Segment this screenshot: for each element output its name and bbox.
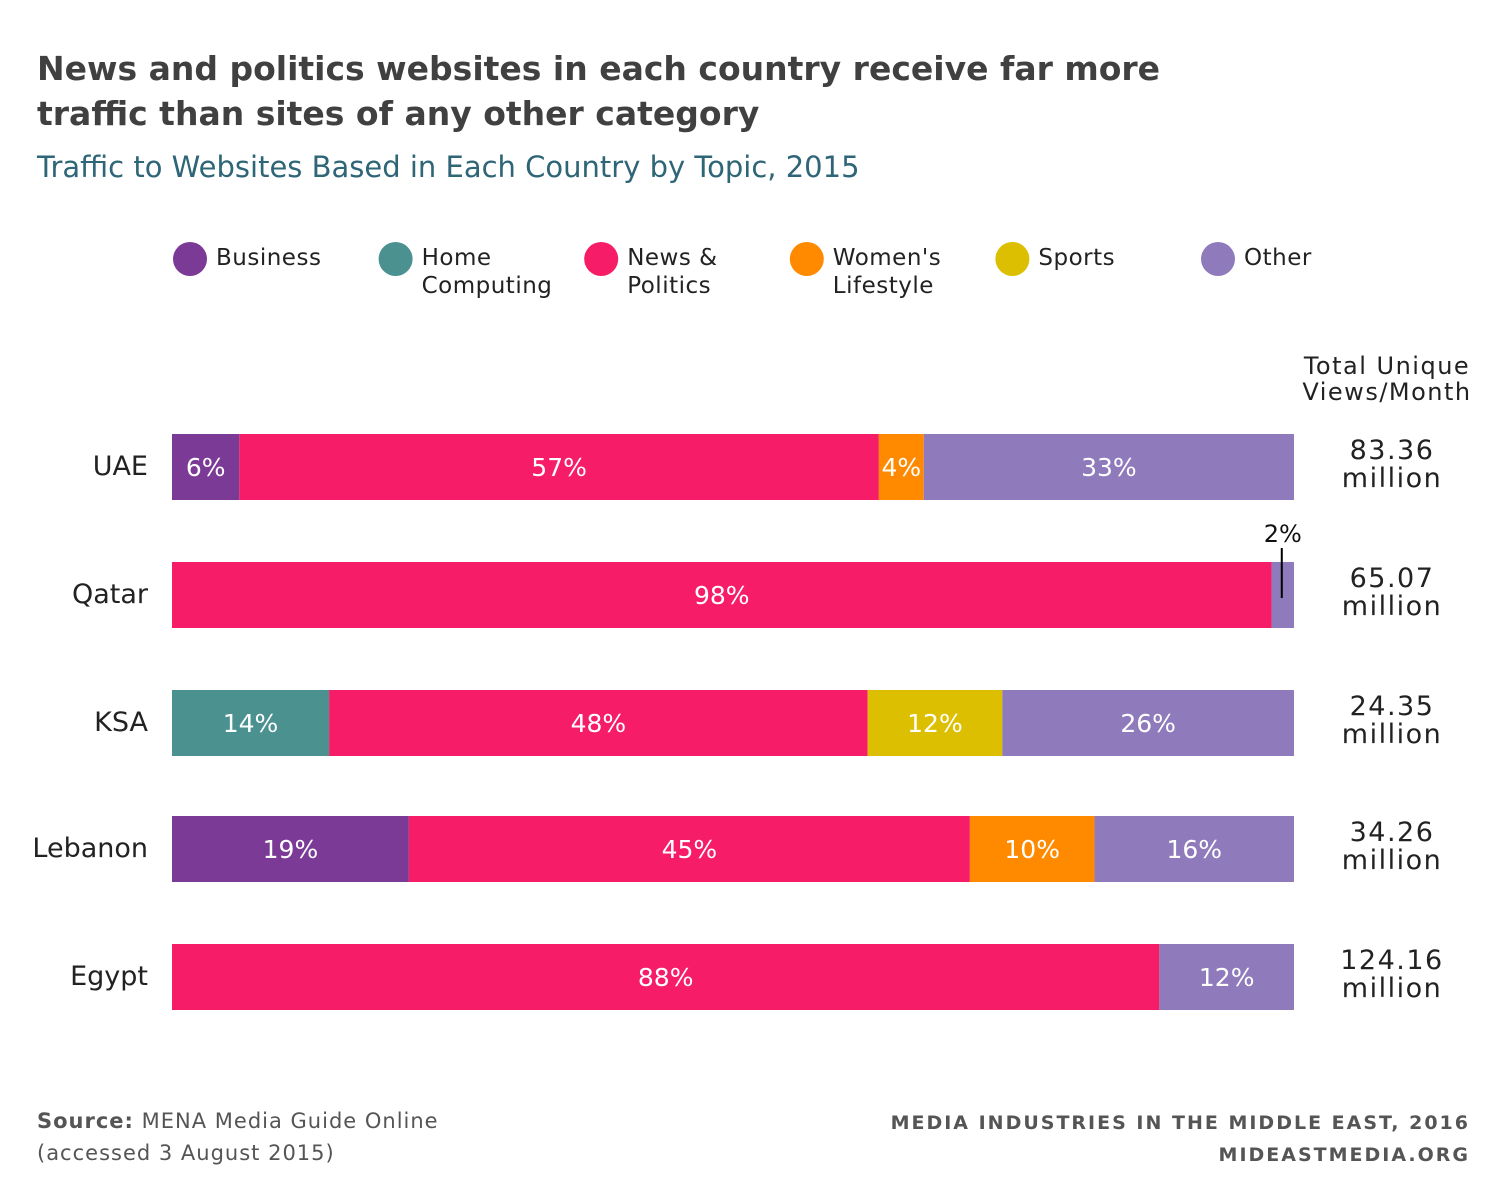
legend-swatch	[584, 242, 619, 276]
legend-label: Other	[1244, 245, 1312, 271]
bar-segment	[239, 434, 879, 500]
bar-segment	[172, 562, 1272, 628]
bar-segment	[878, 434, 924, 500]
data-label: 14%	[223, 709, 279, 738]
bar-segment	[408, 816, 970, 882]
bar-segment	[1094, 816, 1294, 882]
legend-label: News & Politics	[627, 245, 718, 299]
legend-swatch	[995, 242, 1030, 276]
category-label: Lebanon	[32, 833, 148, 864]
data-label: 12%	[907, 709, 963, 738]
legend-swatch	[173, 242, 207, 276]
source-text: MENA Media Guide Online (accessed 3 Augu…	[37, 1109, 439, 1165]
data-label: 12%	[1199, 963, 1255, 992]
legend-label: Women's Lifestyle	[832, 245, 942, 299]
category-label: Qatar	[71, 579, 148, 610]
source: Source: MENA Media Guide Online (accesse…	[37, 1105, 507, 1169]
total-label: 124.16 million	[1340, 945, 1444, 1004]
data-label: 4%	[881, 453, 921, 482]
chart-subtitle: Traffic to Websites Based in Each Countr…	[37, 150, 860, 184]
data-label: 19%	[263, 835, 319, 864]
credit-title: MEDIA INDUSTRIES IN THE MIDDLE EAST, 201…	[890, 1112, 1470, 1134]
category-label: Egypt	[70, 961, 148, 992]
legend-swatch	[378, 242, 413, 276]
bar-segment	[172, 690, 330, 756]
bar-segment	[172, 434, 240, 500]
data-label: 16%	[1166, 835, 1222, 864]
data-label: 2%	[1264, 520, 1302, 548]
bar-segment	[172, 944, 1160, 1010]
bar-segment	[923, 434, 1294, 500]
source-label: Source:	[37, 1109, 134, 1133]
data-label: 57%	[531, 453, 587, 482]
legend-label: Home Computing	[421, 245, 553, 299]
data-label: 26%	[1120, 709, 1176, 738]
data-label: 33%	[1081, 453, 1137, 482]
total-label: 65.07 million	[1341, 563, 1443, 622]
category-label: KSA	[94, 707, 148, 738]
totals-header: Total Unique Views/Month	[1302, 352, 1472, 406]
bar-segment	[329, 690, 868, 756]
data-label: 10%	[1004, 835, 1060, 864]
data-label: 88%	[638, 963, 694, 992]
legend-swatch	[789, 242, 824, 276]
data-label: 48%	[571, 709, 627, 738]
bar-segment	[1002, 690, 1294, 756]
data-label: 45%	[662, 835, 718, 864]
credit-url: MIDEASTMEDIA.ORG	[1218, 1144, 1470, 1166]
total-label: 83.36 million	[1341, 435, 1443, 494]
data-label: 6%	[186, 453, 226, 482]
bar-segment	[867, 690, 1003, 756]
category-label: UAE	[92, 451, 148, 482]
legend-swatch	[1201, 242, 1235, 276]
bar-segment	[172, 816, 409, 882]
legend-label: Business	[216, 245, 322, 271]
legend-label: Sports	[1038, 245, 1116, 271]
bar-segment	[969, 816, 1095, 882]
bar-segment	[1159, 944, 1294, 1010]
data-label: 98%	[694, 581, 750, 610]
chart-title: News and politics websites in each count…	[37, 49, 1161, 133]
total-label: 34.26 million	[1341, 817, 1443, 876]
total-label: 24.35 million	[1341, 691, 1443, 750]
credit: MEDIA INDUSTRIES IN THE MIDDLE EAST, 201…	[891, 1107, 1470, 1171]
